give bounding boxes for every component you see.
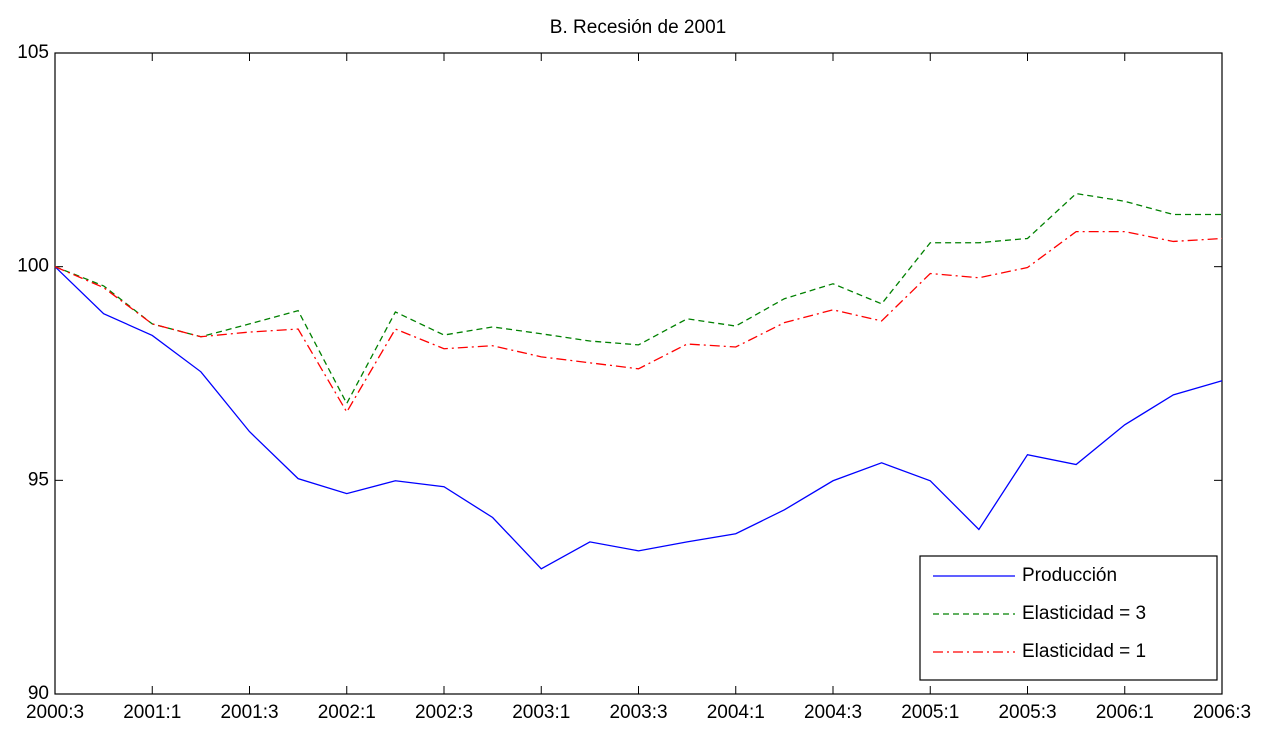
x-tick-label: 2004:3: [804, 702, 862, 723]
series-line: [54, 192, 1222, 405]
x-tick-label: 2005:1: [901, 702, 959, 723]
x-tick-label: 2003:1: [512, 702, 570, 723]
chart-title: B. Recesión de 2001: [550, 17, 726, 38]
x-tick-label: 2004:1: [707, 702, 765, 723]
y-tick-label: 95: [28, 469, 49, 490]
x-tick-label: 2001:1: [123, 702, 181, 723]
x-tick-label: 2002:3: [415, 702, 473, 723]
legend-label: Elasticidad = 3: [1022, 603, 1146, 624]
y-tick-label: 90: [28, 683, 49, 704]
y-tick-label: 100: [17, 256, 49, 277]
x-tick-label: 2005:3: [998, 702, 1056, 723]
x-tick-label: 2001:3: [220, 702, 278, 723]
legend-box: [919, 555, 1218, 681]
x-tick-label: 2000:3: [26, 702, 84, 723]
series-line: [54, 230, 1223, 414]
series-line: [54, 266, 1223, 570]
y-tick-label: 105: [17, 42, 49, 63]
x-tick-label: 2003:3: [609, 702, 667, 723]
x-tick-label: 2006:1: [1096, 702, 1154, 723]
legend-label: Elasticidad = 1: [1022, 641, 1146, 662]
legend-label: Producción: [1022, 565, 1117, 586]
x-tick-label: 2002:1: [318, 702, 376, 723]
x-tick-label: 2006:3: [1193, 702, 1251, 723]
